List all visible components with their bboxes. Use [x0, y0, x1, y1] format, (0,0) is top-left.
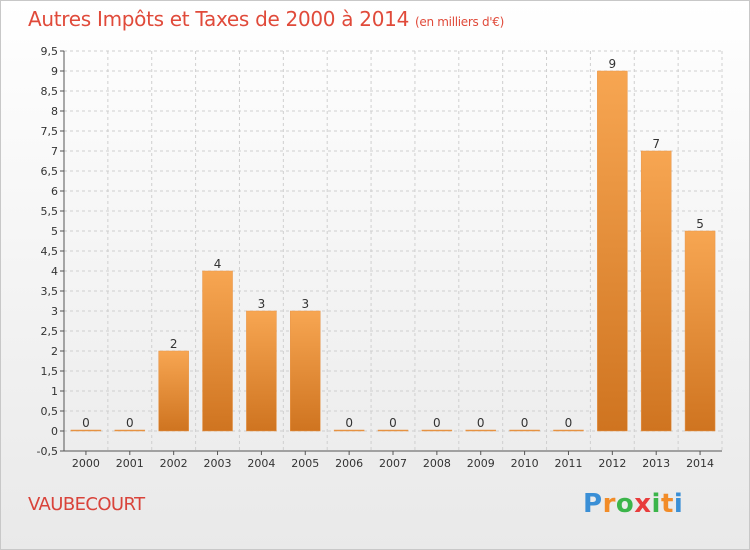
- x-tick-label-2005: 2005: [291, 457, 319, 470]
- x-tick-label-2011: 2011: [554, 457, 582, 470]
- value-label-2003: 4: [214, 257, 222, 271]
- y-tick-label: 4: [51, 265, 58, 278]
- y-tick-label: 3: [51, 305, 58, 318]
- logo-letter: o: [615, 489, 635, 519]
- value-label-2009: 0: [477, 416, 485, 430]
- chart-title: Autres Impôts et Taxes de 2000 à 2014 (en…: [28, 7, 504, 31]
- bar-2007: [377, 429, 409, 432]
- y-tick-label: 2,5: [41, 325, 59, 338]
- x-tick-label-2000: 2000: [72, 457, 100, 470]
- bar-2003: [202, 270, 233, 432]
- y-tick-label: 9: [51, 65, 58, 78]
- bar-layer: [70, 70, 716, 432]
- value-label-2000: 0: [82, 416, 90, 430]
- chart-title-text: Autres Impôts et Taxes de 2000 à 2014: [28, 7, 409, 31]
- x-tick-label-2006: 2006: [335, 457, 363, 470]
- value-label-2006: 0: [345, 416, 353, 430]
- x-tick-label-2014: 2014: [686, 457, 714, 470]
- value-label-2001: 0: [126, 416, 134, 430]
- proxiti-logo: Proxiti: [583, 489, 683, 519]
- logo-letter: i: [673, 489, 684, 519]
- y-tick-label: 6,5: [41, 165, 59, 178]
- value-label-2010: 0: [521, 416, 529, 430]
- y-tick-label: 0,5: [41, 405, 59, 418]
- x-tick-label-2010: 2010: [511, 457, 539, 470]
- chart-unit: (en milliers d'€): [415, 15, 505, 29]
- logo-letter: x: [634, 489, 652, 519]
- y-tick-label: 2: [51, 345, 58, 358]
- label-layer: -0,5 0 0,5 1 1,5 2 2,5 3 3,5 4 4,5 5 5,5 6 6,5 7 7,5 8 8,5…: [37, 45, 715, 470]
- value-label-2012: 9: [609, 57, 617, 71]
- value-label-2004: 3: [258, 297, 266, 311]
- y-tick-label: 1: [51, 385, 58, 398]
- bar-2005: [290, 310, 321, 432]
- y-tick-label: 6: [51, 185, 58, 198]
- bar-2002: [158, 350, 189, 432]
- y-tick-label: 9,5: [41, 45, 59, 58]
- bar-2009: [465, 429, 496, 432]
- logo-letter: t: [660, 489, 674, 519]
- x-tick-label-2003: 2003: [204, 457, 232, 470]
- value-label-2013: 7: [652, 137, 660, 151]
- value-label-2011: 0: [565, 416, 573, 430]
- bar-2004: [246, 310, 277, 432]
- x-tick-label-2004: 2004: [247, 457, 275, 470]
- bar-2008: [421, 429, 453, 432]
- value-label-2002: 2: [170, 337, 178, 351]
- y-tick-label: 8,5: [41, 85, 59, 98]
- value-label-2008: 0: [433, 416, 441, 430]
- value-label-2005: 3: [301, 297, 309, 311]
- logo-letter: r: [602, 489, 616, 519]
- y-tick-label: 5: [51, 225, 58, 238]
- bar-2001: [114, 429, 146, 432]
- logo-letter: i: [651, 489, 661, 519]
- y-tick-label: 3,5: [41, 285, 59, 298]
- bar-2011: [553, 429, 584, 432]
- x-tick-label-2008: 2008: [423, 457, 451, 470]
- x-tick-label-2009: 2009: [467, 457, 495, 470]
- x-tick-label-2012: 2012: [598, 457, 626, 470]
- y-tick-label: 1,5: [41, 365, 59, 378]
- y-tick-label: 7,5: [41, 125, 59, 138]
- value-label-2007: 0: [389, 416, 397, 430]
- x-tick-label-2002: 2002: [160, 457, 188, 470]
- x-tick-label-2013: 2013: [642, 457, 670, 470]
- bar-2014: [684, 230, 716, 432]
- x-tick-label-2007: 2007: [379, 457, 407, 470]
- y-tick-label: 0: [51, 425, 58, 438]
- axis-layer: [60, 50, 722, 455]
- y-tick-label: 4,5: [41, 245, 59, 258]
- y-tick-label: 8: [51, 105, 58, 118]
- bar-2012: [597, 70, 628, 432]
- y-tick-label: -0,5: [37, 445, 58, 458]
- bar-2010: [509, 429, 540, 432]
- commune-name: VAUBECOURT: [28, 494, 145, 515]
- bar-2000: [70, 429, 102, 432]
- value-label-2014: 5: [696, 217, 704, 231]
- logo-letter: P: [583, 489, 603, 519]
- bar-2013: [640, 150, 672, 432]
- y-tick-label: 7: [51, 145, 58, 158]
- bar-2006: [333, 429, 365, 432]
- y-tick-label: 5,5: [41, 205, 59, 218]
- x-tick-label-2001: 2001: [116, 457, 144, 470]
